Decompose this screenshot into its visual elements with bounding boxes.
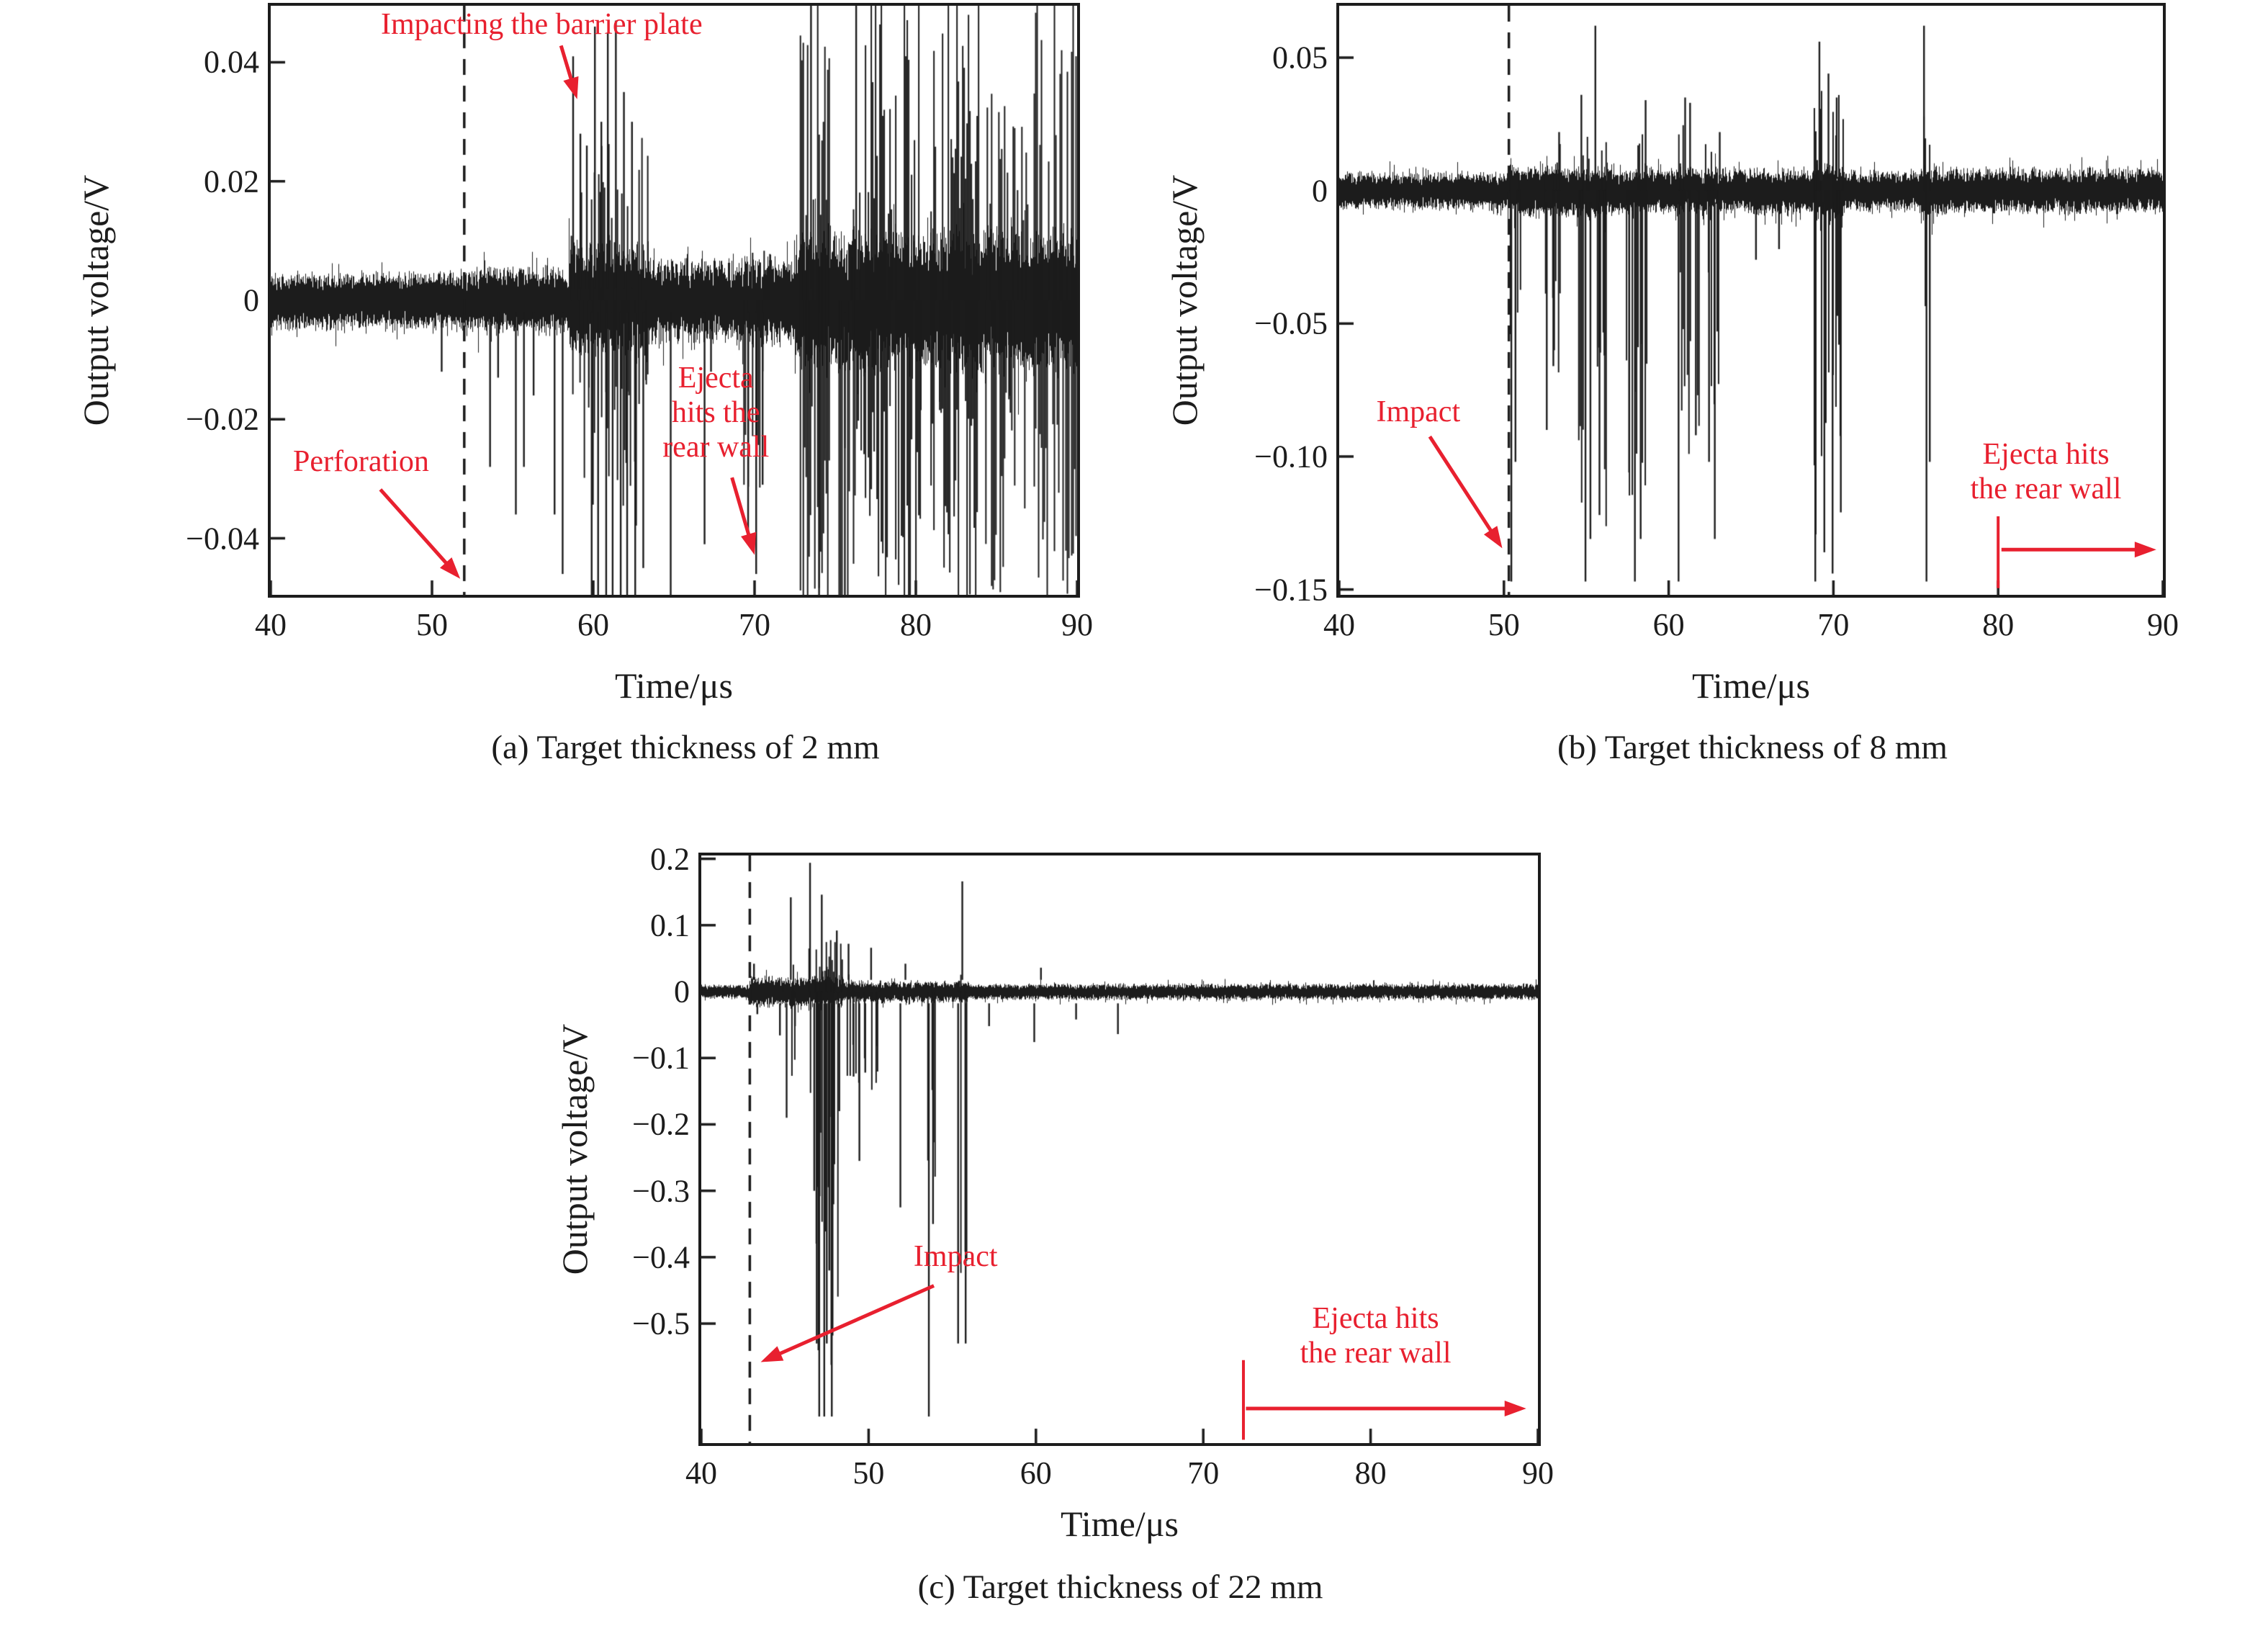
panel-caption-c: (c) Target thickness of 22 mm	[917, 1568, 1323, 1606]
x-tick-label: 70	[1817, 607, 1850, 642]
impact-label: Impact	[1377, 395, 1461, 430]
x-tick-label: 70	[739, 607, 770, 642]
x-tick-label: 40	[255, 607, 287, 642]
x-tick-label: 40	[685, 1455, 717, 1491]
annotation-text-line: rear wall	[662, 430, 770, 464]
plot-area-panel-b: Impact Ejecta hits the rear wall	[1336, 3, 2166, 598]
x-tick-label: 50	[852, 1455, 885, 1491]
annotation-text-line: Ejecta hits	[1312, 1302, 1439, 1336]
y-tick-label: −0.1	[632, 1040, 690, 1076]
x-tick-label: 50	[416, 607, 448, 642]
panel-caption-b: (b) Target thickness of 8 mm	[1557, 729, 1948, 766]
y-tick-label: −0.10	[1254, 439, 1328, 475]
x-tick-label: 90	[1061, 607, 1093, 642]
x-tick-label: 50	[1488, 607, 1520, 642]
annotation-text-line: Impacting the barrier plate	[381, 8, 703, 42]
x-tick-label: 80	[1354, 1455, 1387, 1491]
ejecta-hits-rear-wall-label: Ejecta hits the rear wall	[1971, 438, 2122, 507]
y-tick-label: −0.02	[186, 401, 259, 437]
x-tick-label: 80	[1982, 607, 2015, 642]
y-tick-label: 0.2	[650, 841, 690, 877]
annotation-text-line: Impact	[1376, 395, 1461, 429]
perforation-label: Perforation	[293, 445, 429, 480]
x-axis-title-b: Time/μs	[1692, 665, 1810, 706]
annotation-text-line: the rear wall	[1970, 472, 2122, 506]
y-tick-label: −0.3	[632, 1173, 690, 1209]
x-tick-label: 80	[900, 607, 932, 642]
y-tick-label: 0	[243, 282, 259, 318]
annotation-text-line: Ejecta hits	[1982, 438, 2110, 472]
annotation-text-line: the rear wall	[1300, 1337, 1452, 1370]
y-tick-label: 0.04	[204, 44, 259, 80]
panel-caption-a: (a) Target thickness of 2 mm	[491, 729, 880, 766]
x-tick-label: 90	[1522, 1455, 1554, 1491]
x-axis-title-a: Time/μs	[615, 665, 733, 706]
impacting-barrier-plate-label: Impacting the barrier plate	[381, 8, 703, 42]
x-axis-title-c: Time/μs	[1061, 1504, 1179, 1544]
impact-label: Impact	[914, 1240, 998, 1275]
annotation-text-line: Ejecta	[678, 361, 754, 395]
x-tick-label: 40	[1323, 607, 1355, 642]
y-tick-label: −0.2	[632, 1106, 690, 1142]
annotation-text-line: Perforation	[292, 444, 429, 478]
ejecta-hits-rear-wall-label: Ejecta hits the rear wall	[1300, 1303, 1452, 1372]
plot-area-panel-a: Impacting the barrier plate Perforation Ej…	[268, 3, 1080, 598]
y-tick-label: 0	[674, 974, 690, 1010]
ejecta-hits-rear-wall-label: Ejecta hits the rear wall	[662, 361, 769, 465]
y-axis-title-a: Output voltage/V	[76, 174, 116, 426]
y-tick-label: −0.15	[1254, 572, 1328, 608]
x-tick-label: 60	[1652, 607, 1685, 642]
y-tick-label: −0.04	[186, 521, 259, 556]
y-tick-label: 0.1	[650, 907, 690, 943]
y-tick-label: 0	[1312, 173, 1328, 209]
waveform-trace-a	[271, 6, 1077, 595]
x-tick-label: 90	[2147, 607, 2179, 642]
y-tick-label: 0.05	[1272, 40, 1328, 76]
annotation-text-line: Impact	[913, 1239, 998, 1273]
x-tick-label: 60	[577, 607, 609, 642]
y-tick-label: −0.5	[632, 1306, 690, 1342]
x-tick-label: 60	[1020, 1455, 1052, 1491]
y-tick-label: 0.02	[204, 163, 259, 199]
annotation-text-line: hits the	[671, 396, 760, 430]
x-tick-label: 70	[1187, 1455, 1220, 1491]
plot-area-panel-c: Impact Ejecta hits the rear wall	[698, 853, 1541, 1446]
y-tick-label: −0.05	[1254, 305, 1328, 341]
y-tick-label: −0.4	[632, 1239, 690, 1275]
y-axis-title-b: Output voltage/V	[1164, 174, 1205, 426]
y-axis-title-c: Output voltage/V	[554, 1023, 595, 1275]
